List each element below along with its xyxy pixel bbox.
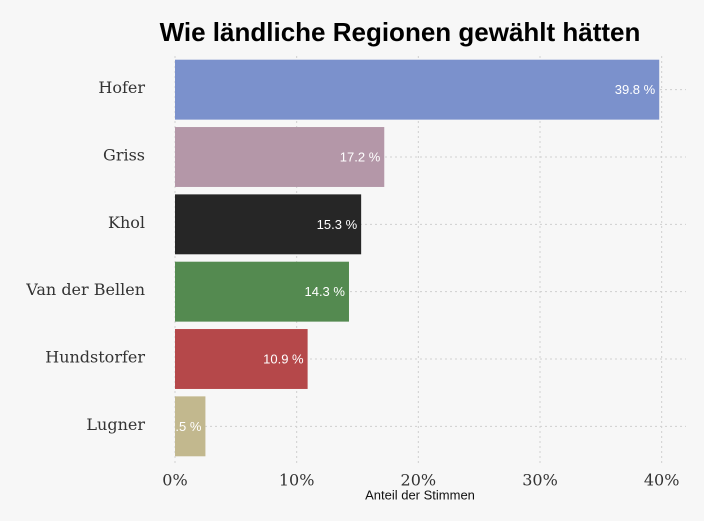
y-tick-label: Griss <box>103 146 145 165</box>
value-label: 15.3 % <box>317 217 358 232</box>
bar <box>175 396 206 457</box>
x-tick-label: 10% <box>279 471 315 490</box>
x-tick-label: 0% <box>162 471 187 490</box>
value-label: 14.3 % <box>304 284 345 299</box>
x-axis-label: Anteil der Stimmen <box>365 487 475 502</box>
x-tick-label: 40% <box>644 471 680 490</box>
bar <box>175 127 385 187</box>
plot-area: 39.8 % 17.2 % 15.3 % 14.3 % 10.9 % 2.5 % <box>168 59 660 457</box>
value-label: 39.8 % <box>615 82 656 97</box>
y-tick-label: Lugner <box>86 415 145 434</box>
x-tick-label: 20% <box>401 471 437 490</box>
bar <box>175 194 362 255</box>
value-label: 2.5 % <box>168 419 202 434</box>
y-tick-label: Hundstorfer <box>45 348 145 367</box>
chart-title: Wie ländliche Regionen gewählt hätten <box>160 17 641 47</box>
y-tick-label: Van der Bellen <box>25 280 145 299</box>
value-label: 10.9 % <box>263 351 304 366</box>
bar <box>175 261 349 322</box>
value-label: 17.2 % <box>340 149 381 164</box>
bar <box>175 329 308 389</box>
x-tick-label: 30% <box>522 471 558 490</box>
bar <box>175 59 660 120</box>
y-tick-label: Khol <box>108 213 145 232</box>
y-tick-label: Hofer <box>98 78 145 97</box>
